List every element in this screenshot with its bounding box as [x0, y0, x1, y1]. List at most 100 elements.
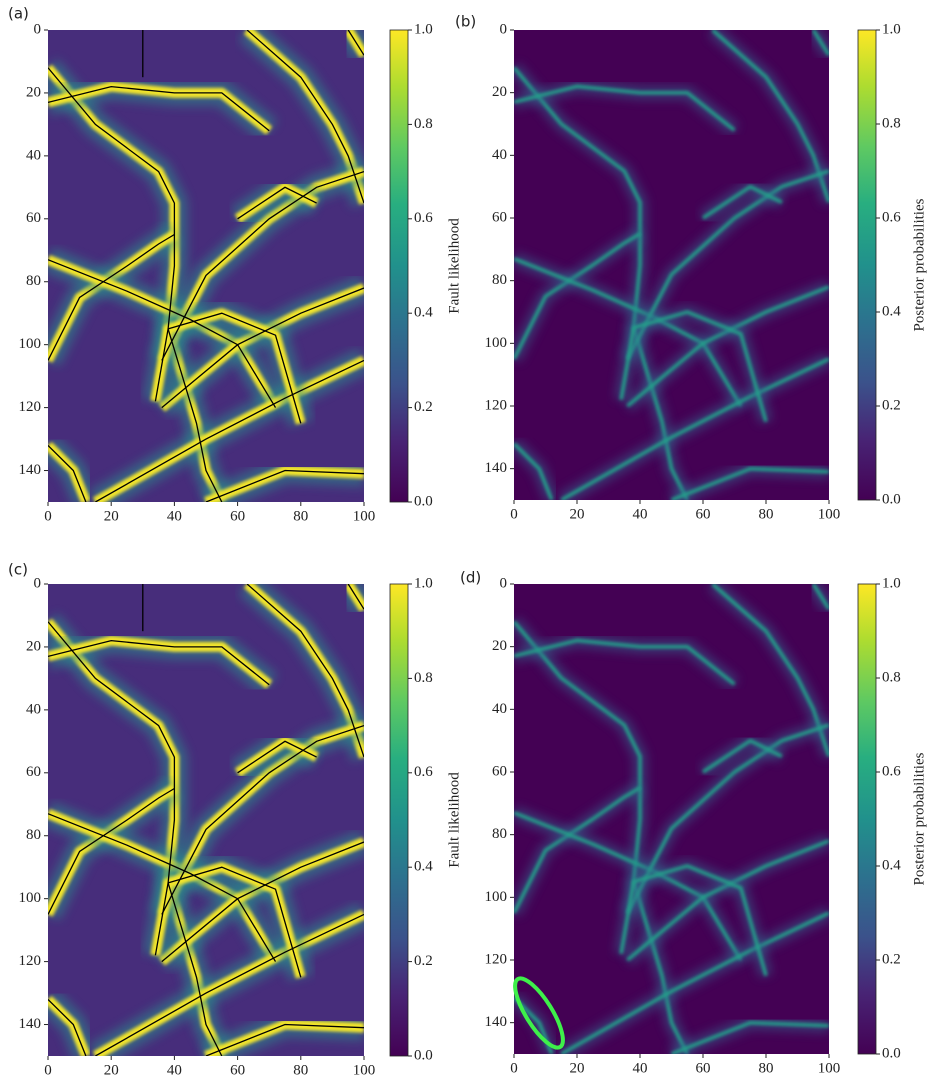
heatmap-background [514, 30, 829, 500]
y-tick-label: 0 [34, 21, 42, 37]
x-tick-label: 60 [696, 506, 711, 522]
colorbar-label: Fault likelihood [446, 772, 462, 868]
x-tick-label: 0 [44, 1062, 52, 1078]
colorbar-label: Posterior probabilities [911, 198, 927, 331]
y-tick-label: 140 [485, 1014, 508, 1030]
heatmap-background [514, 584, 829, 1054]
y-tick-label: 100 [485, 889, 508, 905]
fault-trace [48, 233, 175, 361]
y-tick-label: 120 [485, 951, 508, 967]
colorbar-tick-label: 0.8 [882, 115, 901, 131]
y-tick-label: 80 [492, 826, 507, 842]
colorbar-tick-label: 0.6 [882, 763, 901, 779]
fault-trace [347, 584, 364, 610]
x-tick-label: 100 [818, 1060, 841, 1076]
y-tick-label: 80 [492, 272, 507, 288]
fault-trace [237, 186, 317, 220]
heatmap [514, 30, 829, 500]
colorbar-tick-label: 0.2 [414, 953, 433, 969]
x-tick-label: 20 [570, 506, 585, 522]
fault-trace [48, 787, 175, 915]
posterior-band [619, 310, 768, 423]
fault-trace [48, 813, 277, 962]
posterior-band [514, 786, 641, 914]
y-tick-label: 120 [485, 397, 508, 413]
colorbar-tick-label: 0.2 [414, 399, 433, 415]
posterior-band [619, 864, 768, 977]
colorbar-tick-label: 0.2 [882, 951, 901, 967]
y-tick-label: 140 [485, 460, 508, 476]
panel-label: (b) [455, 13, 476, 31]
colorbar-tick-label: 0.4 [882, 857, 901, 873]
x-tick-label: 0 [510, 1060, 518, 1076]
fault-trace [48, 444, 87, 502]
panel-label: (a) [8, 5, 29, 23]
y-tick-label: 100 [485, 335, 508, 351]
y-tick-label: 20 [492, 638, 507, 654]
colorbar-tick-label: 0.6 [882, 209, 901, 225]
fault-trace [347, 30, 364, 56]
posterior-band [625, 169, 829, 360]
x-tick-label: 80 [759, 1060, 774, 1076]
colorbar-tick-label: 1.0 [882, 575, 901, 591]
fault-trace [161, 170, 364, 361]
colorbar-tick-label: 0.2 [882, 397, 901, 413]
colorbar-tick-label: 0.0 [414, 1047, 433, 1063]
fault-trace [48, 67, 223, 502]
heatmap [48, 584, 364, 1056]
x-tick-label: 60 [696, 1060, 711, 1076]
y-tick-label: 20 [492, 84, 507, 100]
fault-trace [48, 621, 223, 1056]
x-tick-label: 100 [818, 506, 841, 522]
posterior-band [702, 738, 783, 774]
fault-trace [95, 359, 364, 502]
fault-trace [95, 913, 364, 1056]
y-tick-label: 80 [26, 827, 41, 843]
x-tick-label: 40 [167, 1062, 182, 1078]
posterior-band [514, 84, 736, 132]
posterior-band [811, 30, 829, 57]
posterior-band [811, 584, 829, 611]
colorbar-tick-label: 0.0 [882, 1045, 901, 1061]
y-tick-label: 120 [19, 399, 42, 415]
posterior-band [702, 184, 783, 220]
posterior-band [670, 466, 829, 500]
x-tick-label: 40 [167, 508, 182, 524]
posterior-band [514, 66, 689, 500]
highlight-ellipse [513, 976, 565, 1050]
colorbar [857, 583, 877, 1055]
x-tick-label: 100 [353, 1062, 376, 1078]
colorbar-tick-label: 1.0 [414, 575, 433, 591]
colorbar-tick-label: 0.4 [414, 859, 433, 875]
y-tick-label: 60 [492, 763, 507, 779]
y-tick-label: 20 [26, 638, 41, 654]
x-tick-label: 20 [104, 1062, 119, 1078]
colorbar-tick-label: 0.0 [882, 491, 901, 507]
fault-trace [161, 287, 364, 409]
colorbar-tick-label: 1.0 [882, 21, 901, 37]
y-tick-label: 0 [500, 575, 508, 591]
x-tick-label: 60 [230, 508, 245, 524]
x-tick-label: 0 [44, 508, 52, 524]
x-tick-label: 0 [510, 506, 518, 522]
y-tick-label: 140 [19, 462, 42, 478]
colorbar-label: Posterior probabilities [911, 752, 927, 885]
posterior-band [560, 357, 829, 500]
y-tick-label: 40 [26, 147, 41, 163]
panel-label: (c) [8, 561, 28, 579]
x-tick-label: 80 [293, 508, 308, 524]
x-tick-label: 40 [633, 1060, 648, 1076]
y-tick-label: 0 [34, 575, 42, 591]
posterior-band [625, 723, 829, 914]
colorbar-tick-label: 0.4 [882, 303, 901, 319]
posterior-band [560, 911, 829, 1054]
colorbar-tick-label: 0.6 [414, 210, 433, 226]
fault-trace [161, 724, 364, 915]
fault-trace [205, 1023, 364, 1056]
y-tick-label: 60 [26, 764, 41, 780]
fault-trace [48, 998, 87, 1056]
fault-trace [205, 469, 364, 502]
fault-trace [154, 312, 302, 424]
x-tick-label: 20 [570, 1060, 585, 1076]
